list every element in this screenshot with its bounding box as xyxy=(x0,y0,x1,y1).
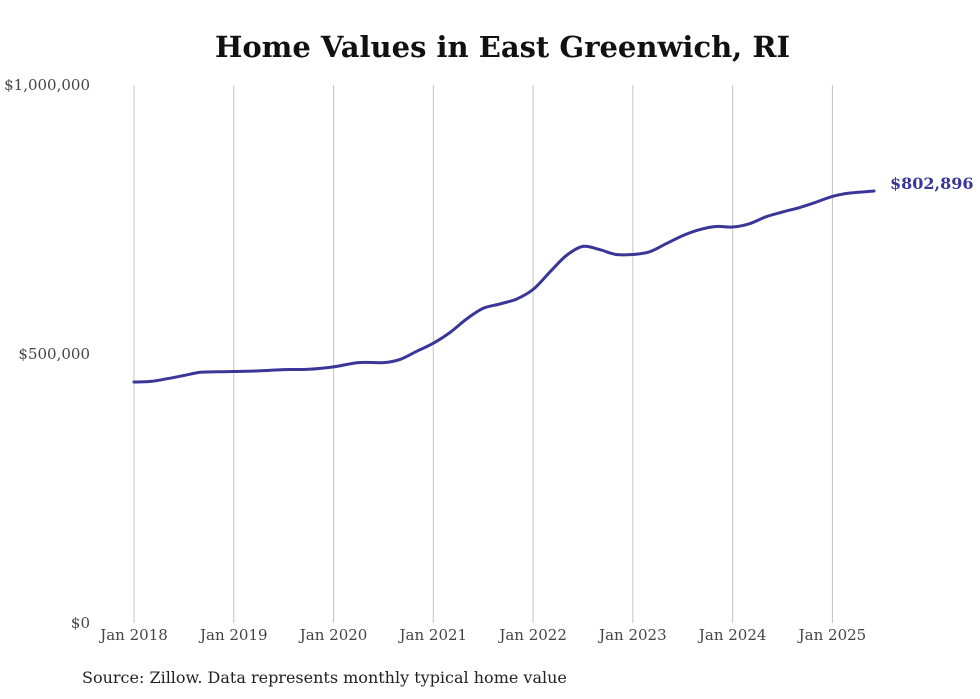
y-tick-label: $500,000 xyxy=(18,345,90,363)
x-tick-label: Jan 2020 xyxy=(298,626,368,644)
x-tick-label: Jan 2019 xyxy=(198,626,268,644)
source-note: Source: Zillow. Data represents monthly … xyxy=(82,668,567,687)
x-axis-tick-labels: Jan 2018 Jan 2019 Jan 2020 Jan 2021 Jan 2022… xyxy=(98,626,866,644)
y-axis-tick-labels: $0 $500,000 $1,000,000 xyxy=(4,76,90,632)
x-tick-label: Jan 2022 xyxy=(497,626,567,644)
latest-value-label: $802,896 xyxy=(890,174,974,193)
vertical-gridlines xyxy=(133,85,833,623)
chart-title: Home Values in East Greenwich, RI xyxy=(214,30,791,64)
y-tick-label: $0 xyxy=(71,614,90,632)
x-tick-label: Jan 2018 xyxy=(98,626,168,644)
y-tick-label: $1,000,000 xyxy=(4,76,90,94)
home-value-line xyxy=(132,189,876,384)
x-tick-label: Jan 2021 xyxy=(398,626,468,644)
x-tick-label: Jan 2023 xyxy=(597,626,667,644)
x-tick-label: Jan 2024 xyxy=(697,626,767,644)
x-tick-label: Jan 2025 xyxy=(797,626,867,644)
